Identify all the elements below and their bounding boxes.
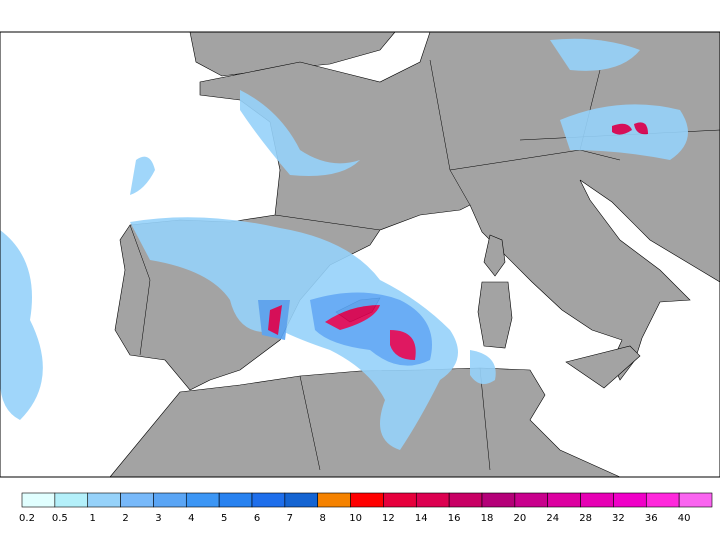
legend-swatch bbox=[350, 492, 384, 508]
legend-level-label: 12 bbox=[382, 513, 395, 524]
color-legend: 0.2 0.5 1 2 3 4 5 6 7 8 10 12 14 16 18 20 24 28 32 36 40 bbox=[19, 492, 713, 524]
legend-level-label: 20 bbox=[513, 513, 526, 524]
legend-level-label: 36 bbox=[645, 513, 658, 524]
legend-level-label: 18 bbox=[481, 513, 494, 524]
legend-level-label: 24 bbox=[546, 513, 559, 524]
legend-level-label: 16 bbox=[448, 513, 461, 524]
legend-level-label: 3 bbox=[155, 513, 161, 524]
legend-swatch bbox=[284, 492, 319, 508]
land-sicily bbox=[565, 345, 641, 389]
legend-level-label: 28 bbox=[579, 513, 592, 524]
legend-level-label: 8 bbox=[320, 513, 326, 524]
land-corsica bbox=[483, 234, 506, 277]
legend-swatch bbox=[54, 492, 89, 508]
legend-swatch bbox=[580, 492, 614, 508]
legend-swatch bbox=[185, 492, 220, 508]
precipitation bbox=[0, 38, 688, 450]
legend-swatch bbox=[153, 492, 187, 508]
legend-level-label: 2 bbox=[122, 513, 128, 524]
legend-swatch bbox=[317, 492, 351, 508]
legend-swatch bbox=[613, 492, 647, 508]
legend-level-label: 1 bbox=[90, 513, 96, 524]
legend-swatch bbox=[383, 492, 417, 508]
legend-level-label: 7 bbox=[287, 513, 293, 524]
legend-swatch bbox=[645, 492, 680, 508]
legend-swatch bbox=[448, 492, 483, 508]
legend-level-label: 40 bbox=[678, 513, 691, 524]
legend-swatch bbox=[415, 492, 450, 508]
legend-swatch bbox=[87, 492, 121, 508]
legend-level-label: 14 bbox=[415, 513, 428, 524]
legend-swatch bbox=[514, 492, 549, 508]
legend-swatch bbox=[251, 492, 286, 508]
legend-level-label: 32 bbox=[612, 513, 625, 524]
legend-swatch bbox=[481, 492, 516, 508]
legend-level-label: 0.2 bbox=[19, 513, 35, 524]
legend-level-label: 6 bbox=[254, 513, 260, 524]
legend-level-label: 4 bbox=[188, 513, 194, 524]
legend-swatch bbox=[218, 492, 253, 508]
map-frame bbox=[0, 31, 720, 478]
legend-swatch bbox=[120, 492, 154, 508]
legend-level-label: 0.5 bbox=[52, 513, 68, 524]
map bbox=[0, 31, 720, 478]
legend-swatch bbox=[547, 492, 581, 508]
legend-swatch bbox=[21, 492, 56, 508]
legend-swatch bbox=[678, 492, 713, 508]
legend-level-label: 10 bbox=[349, 513, 362, 524]
legend-level-label: 5 bbox=[221, 513, 227, 524]
land-sardinia bbox=[477, 281, 513, 349]
